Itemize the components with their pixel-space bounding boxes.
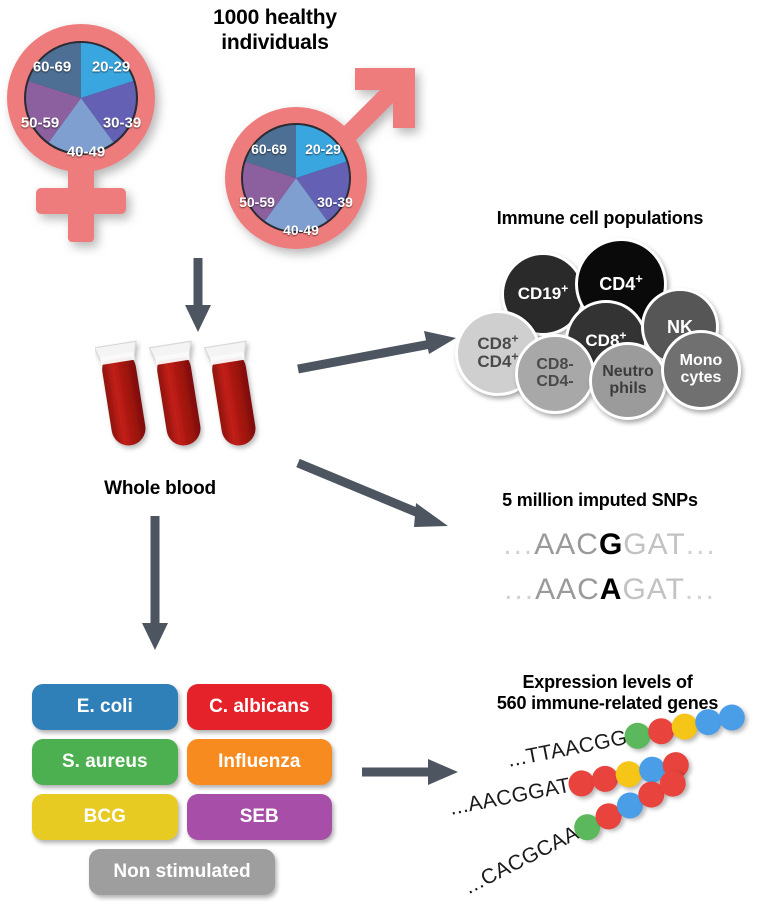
section-title-snps: 5 million imputed SNPs [502, 490, 698, 510]
section-title-expression: Expression levels of 560 immune-related … [455, 672, 760, 714]
snp-highlight-1: G [598, 528, 624, 561]
stimulation-row-4: Non stimulated [32, 849, 332, 895]
female-age-pie [26, 43, 136, 153]
cell-circle-neutrophils: Neutro phils [589, 342, 667, 420]
stimulation-grid: E. coli C. albicans S. aureus Influenza … [32, 684, 332, 904]
expression-bead [717, 702, 748, 733]
stimulation-row-1: E. coli C. albicans [32, 684, 332, 730]
snp-prefix-2: ... [504, 573, 536, 606]
expression-title-line-1: Expression levels of [522, 672, 693, 692]
stimulation-box-calbicans[interactable]: C. albicans [186, 684, 332, 730]
snp-post-2: GAT [622, 573, 685, 606]
cell-label-cd8-pos: CD8+ [477, 331, 519, 354]
snp-pre-1: AAC [534, 528, 599, 561]
cell-label-cytes: cytes [680, 369, 722, 386]
cell-circle-monocytes: Mono cytes [661, 330, 741, 410]
blood-tubes [93, 330, 270, 465]
immune-cell-cluster: CD19+ CD4+ CD8+ CD4+ CD8+ NK CD8- CD4- N… [455, 238, 765, 420]
cell-label-cd8-neg: CD8- [536, 356, 574, 374]
stimulation-row-3: BCG SEB [32, 794, 332, 840]
snp-post-1: GAT [623, 528, 686, 561]
expression-bead [589, 763, 620, 795]
snp-prefix-1: ... [503, 528, 535, 561]
snp-suffix-1: ... [685, 528, 717, 561]
snp-pre-2: AAC [535, 573, 600, 606]
snp-sequences: ...AACGGAT... ...AACAGAT... [460, 528, 760, 618]
stimulation-box-influenza[interactable]: Influenza [186, 739, 332, 785]
cell-label-cd4: CD4+ [599, 270, 643, 294]
stimulation-box-non-stimulated[interactable]: Non stimulated [89, 849, 275, 895]
arrow-blood-to-snp [296, 458, 448, 527]
arrow-blood-to-immune [297, 331, 456, 374]
cell-label-neutro: Neutro [602, 363, 654, 381]
blood-tube-1 [93, 340, 146, 446]
male-age-pie [242, 125, 350, 232]
cell-label-cd4-neg: CD4- [536, 373, 574, 390]
label-whole-blood: Whole blood [104, 478, 216, 499]
arrow-stimulations-to-expression [362, 759, 458, 785]
cell-label-mono: Mono [679, 352, 723, 370]
arrow-blood-to-stimulations [142, 516, 168, 650]
expression-strands: ...TTAACGG ...AACGGAT ...CACGCAA [447, 702, 770, 905]
expression-sequence-2: ...AACGGAT [447, 773, 573, 820]
cell-label-nk: NK [667, 316, 693, 337]
snp-sequence-row-1: ...AACGGAT... [460, 528, 760, 562]
expression-sequence-3: ...CACGCAA [460, 821, 583, 899]
expression-title-line-2: 560 immune-related genes [496, 693, 719, 714]
arrow-individuals-to-blood [185, 258, 211, 332]
stimulation-box-bcg[interactable]: BCG [32, 794, 178, 840]
snp-highlight-2: A [599, 573, 623, 606]
blood-tube-2 [148, 340, 201, 446]
page-title-individuals: 1000 healthy individuals [213, 6, 337, 54]
snp-suffix-2: ... [684, 573, 716, 606]
female-symbol: 20-29 30-39 40-49 50-59 60-69 [0, 10, 200, 260]
cell-label-phils: phils [609, 380, 647, 397]
stimulation-box-seb[interactable]: SEB [186, 794, 332, 840]
stimulation-box-saureus[interactable]: S. aureus [32, 739, 178, 785]
stimulation-box-ecoli[interactable]: E. coli [32, 684, 178, 730]
stimulation-row-2: S. aureus Influenza [32, 739, 332, 785]
cell-label-cd4-pos: CD4+ [477, 349, 519, 371]
blood-tube-3 [203, 340, 256, 446]
cell-label-cd19: CD19+ [517, 281, 569, 304]
section-title-immune-cells: Immune cell populations [496, 208, 704, 228]
snp-sequence-row-2: ...AACAGAT... [460, 573, 760, 607]
male-symbol: 20-29 30-39 40-49 50-59 60-69 [212, 62, 427, 262]
cell-circle-cd8neg-cd4neg: CD8- CD4- [515, 334, 595, 414]
